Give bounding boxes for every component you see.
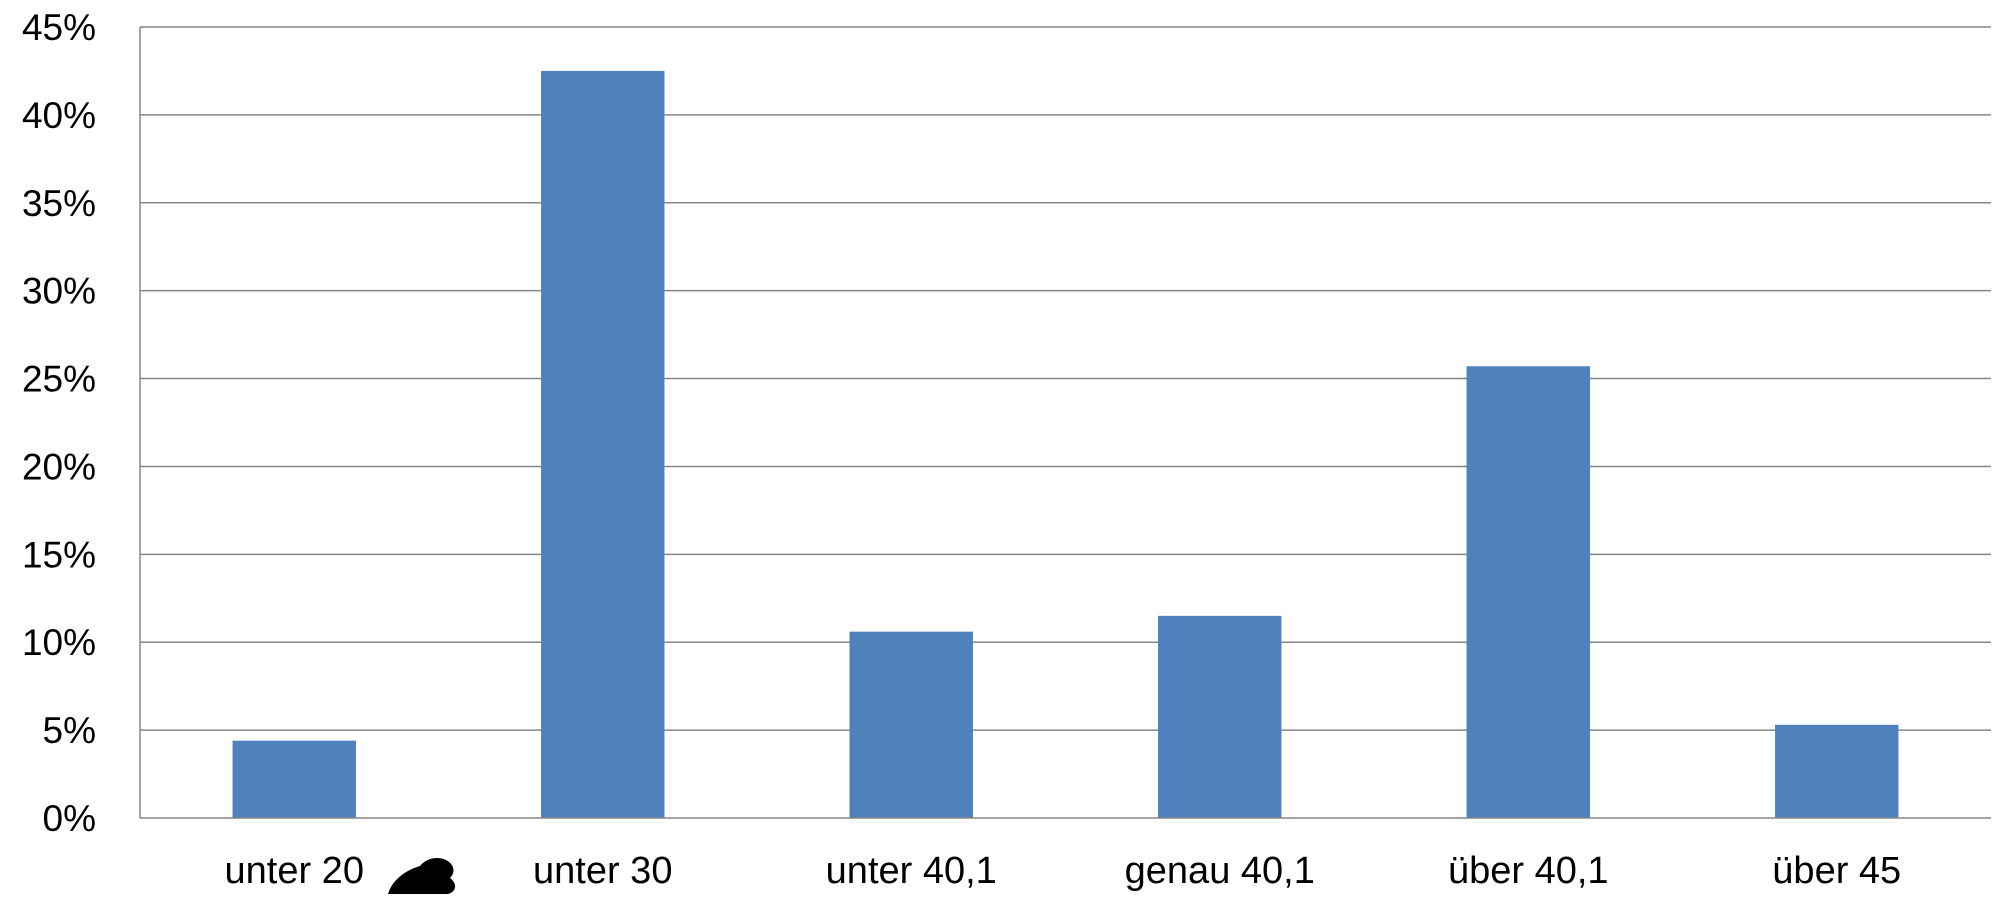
y-tick-label: 10%: [22, 622, 96, 663]
gridlines: [140, 26, 1991, 731]
y-tick-label: 25%: [22, 359, 96, 400]
y-tick-label: 15%: [22, 534, 96, 575]
y-tick-label: 30%: [22, 271, 96, 312]
x-tick-label: genau 40,1: [1125, 850, 1315, 892]
x-tick-label: über 45: [1772, 850, 1901, 892]
axes: [139, 27, 1991, 819]
bars: [232, 70, 1899, 818]
y-tick-label: 0%: [43, 798, 96, 839]
tick-labels: 0% 5% 10% 15% 20% 25% 30% 35% 40% 45% unter 20 unte…: [22, 7, 1901, 892]
y-tick-label: 20%: [22, 446, 96, 487]
y-tick-label: 45%: [22, 7, 96, 48]
decorations: [388, 858, 456, 894]
bar-4: [1158, 615, 1282, 818]
y-tick-label: 5%: [43, 710, 96, 751]
beaver-silhouette-icon: [388, 858, 456, 894]
x-tick-label: über 40,1: [1448, 850, 1609, 892]
bar-1: [232, 740, 356, 818]
bar-3: [849, 631, 973, 818]
x-tick-label: unter 30: [533, 850, 672, 892]
bar-2: [541, 70, 665, 818]
y-tick-label: 40%: [22, 95, 96, 136]
bar-6: [1775, 724, 1899, 818]
y-tick-label: 35%: [22, 183, 96, 224]
bar-5: [1466, 366, 1590, 818]
x-tick-label: unter 40,1: [826, 850, 997, 892]
x-tick-label: unter 20: [225, 850, 364, 892]
